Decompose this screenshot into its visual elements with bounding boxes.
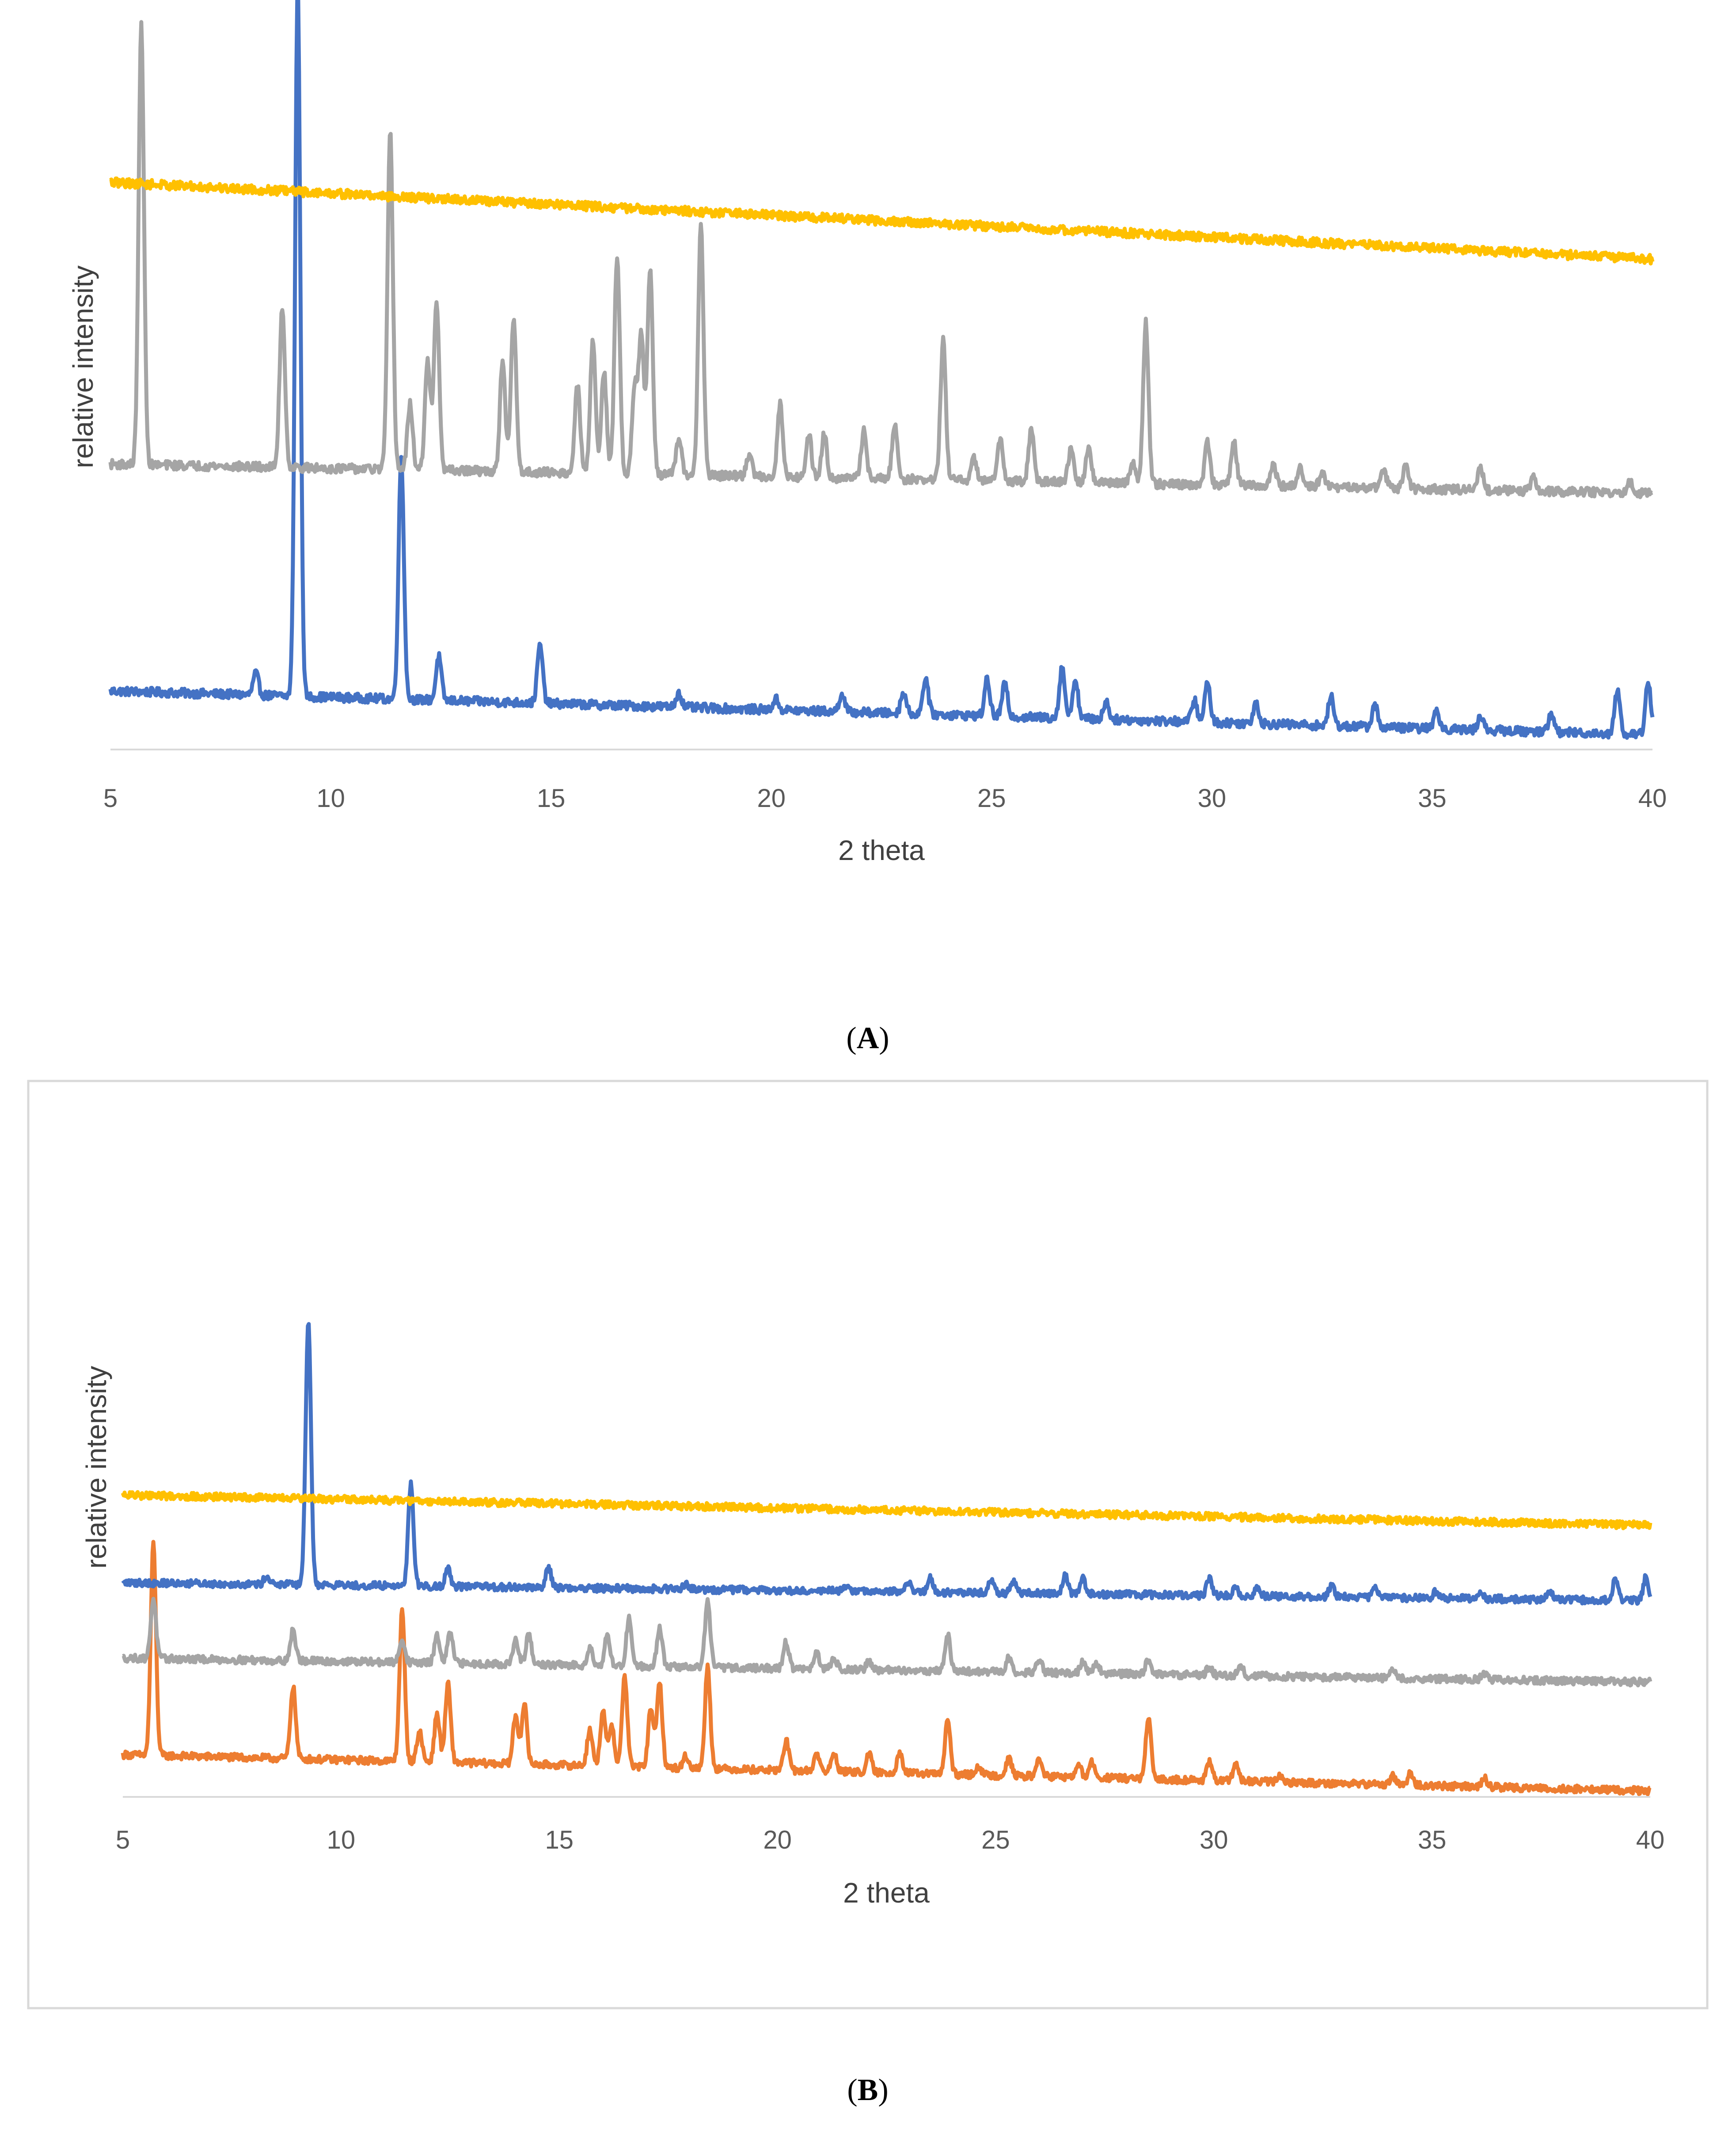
panel-a-x-tick-20: 20 xyxy=(757,784,786,813)
panel-a-y-axis-title: relative intensity xyxy=(67,266,99,468)
panel-b-plot-area xyxy=(121,1322,1652,1796)
panel-b-x-tick-25: 25 xyxy=(981,1826,1010,1854)
series-line-col-afi-hpbcd xyxy=(121,1490,1652,1530)
panel-a-chart: 5 10 15 20 25 30 35 40 2 theta relative intensi… xyxy=(67,0,1667,1055)
panel-b-frame xyxy=(27,1080,1709,2009)
series-line-pm-afi-hpbcd xyxy=(121,1322,1652,1606)
panel-a-x-tick-labels: 5 10 15 20 25 30 35 40 xyxy=(103,784,1667,813)
panel-b-x-axis-title: 2 theta xyxy=(843,1877,930,1909)
panel-b-x-tick-30: 30 xyxy=(1200,1826,1228,1854)
panel-b-x-tick-10: 10 xyxy=(327,1826,356,1854)
panel-a-x-axis-title: 2 theta xyxy=(838,834,925,866)
panel-a-x-tick-40: 40 xyxy=(1638,784,1667,813)
panel-a-x-tick-25: 25 xyxy=(977,784,1006,813)
series-line-af xyxy=(108,20,1654,499)
series-line-afi xyxy=(108,0,1655,740)
panel-b-x-tick-35: 35 xyxy=(1418,1826,1447,1854)
panel-b-y-axis-title: relative intensity xyxy=(80,1366,112,1569)
panel-a-x-tick-35: 35 xyxy=(1418,784,1447,813)
panel-b-label: (B) xyxy=(847,2073,888,2107)
series-line-col-af-hpbcd xyxy=(122,1597,1652,1688)
panel-a-x-tick-30: 30 xyxy=(1198,784,1227,813)
panel-b-x-tick-20: 20 xyxy=(763,1826,792,1854)
series-line-hpbcd xyxy=(109,176,1655,266)
panel-b-x-tick-40: 40 xyxy=(1636,1826,1665,1854)
panel-a-x-tick-10: 10 xyxy=(316,784,345,813)
panel-a-x-tick-5: 5 xyxy=(103,784,118,813)
panel-b-chart: 5 10 15 20 25 30 35 40 2 theta relative intensi… xyxy=(27,1080,1709,2107)
panel-a-plot-area xyxy=(108,0,1655,740)
panel-a-x-tick-15: 15 xyxy=(537,784,566,813)
panel-b-x-tick-15: 15 xyxy=(545,1826,574,1854)
panel-b-x-tick-5: 5 xyxy=(116,1826,130,1854)
series-line-pm-af-hpbcd xyxy=(121,1540,1652,1796)
panel-a-label: (A) xyxy=(846,1021,889,1055)
panel-b-x-tick-labels: 5 10 15 20 25 30 35 40 xyxy=(116,1826,1664,1854)
